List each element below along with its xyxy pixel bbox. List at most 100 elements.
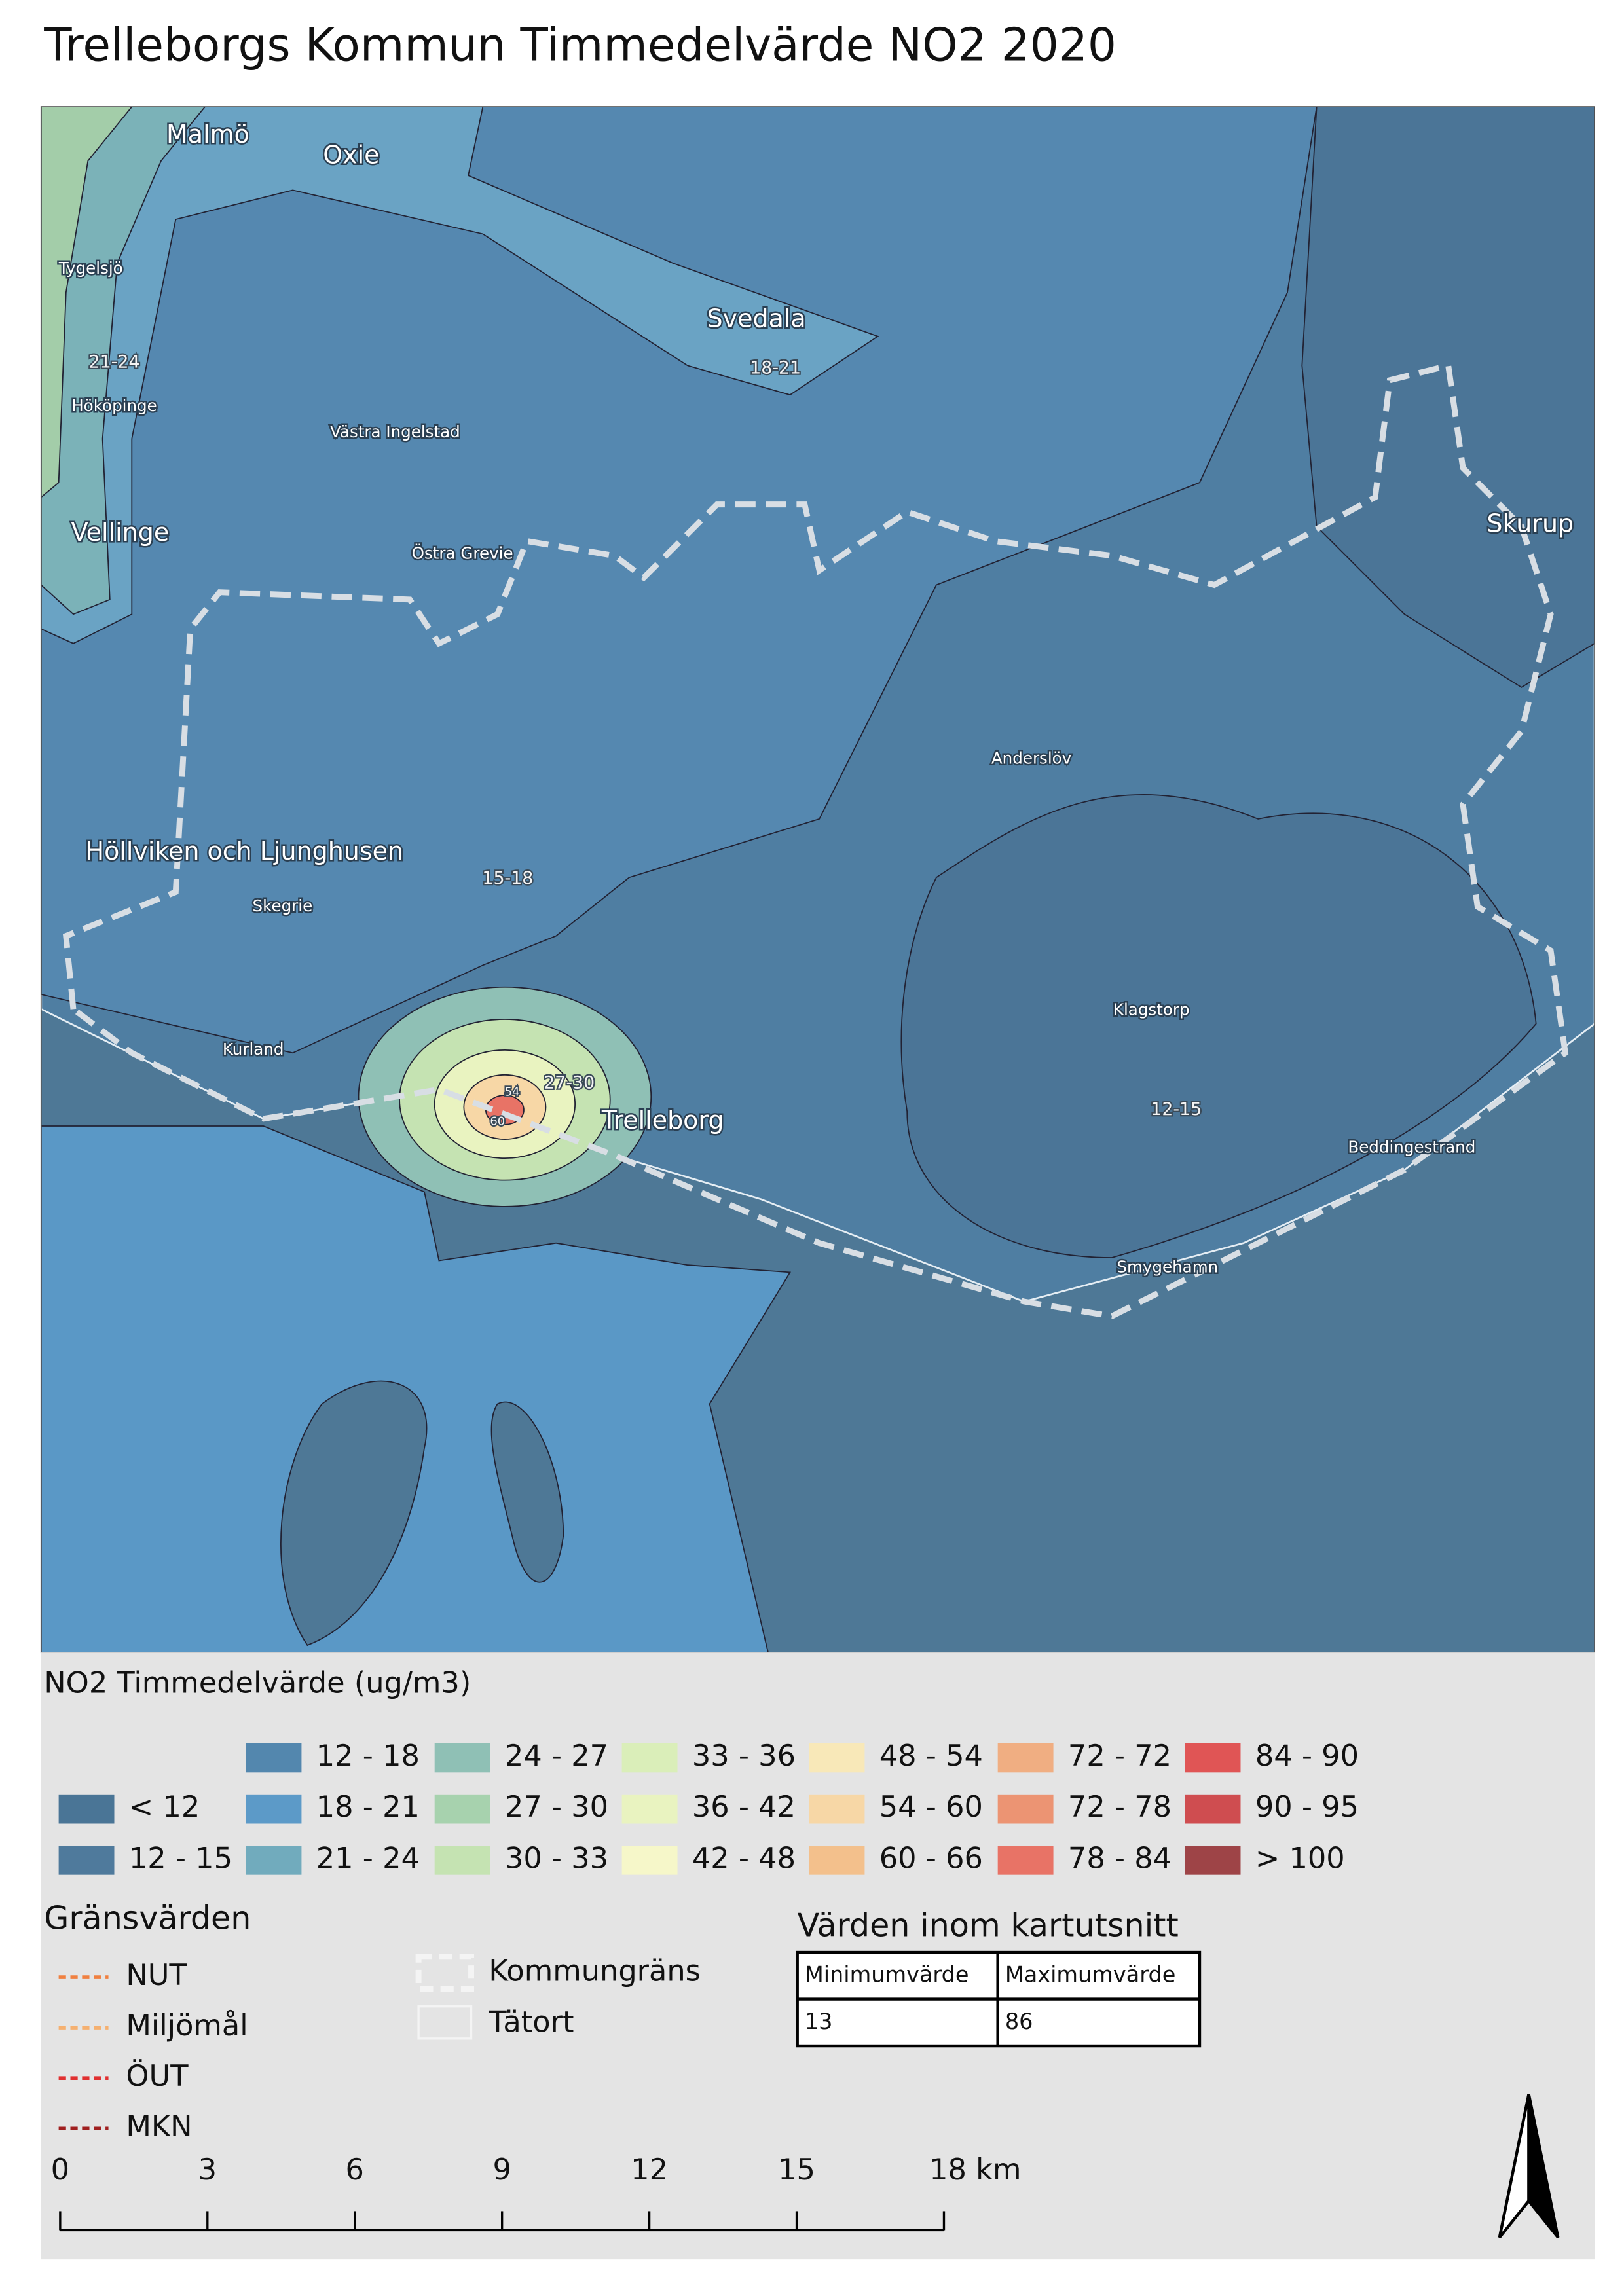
north-arrow bbox=[1527, 2094, 1560, 2239]
place-label: Trelleborg bbox=[601, 1106, 724, 1135]
legend-label: 72 - 72 bbox=[1068, 1739, 1172, 1773]
legend-swatch bbox=[621, 1846, 678, 1875]
legend-swatch bbox=[809, 1743, 865, 1773]
contour-label: 21-24 bbox=[89, 352, 140, 372]
legend-swatch bbox=[997, 1794, 1054, 1824]
legend-label: 27 - 30 bbox=[505, 1790, 608, 1824]
legend-swatch bbox=[434, 1743, 490, 1773]
boundary-swatch bbox=[417, 2005, 473, 2040]
legend-swatch bbox=[246, 1846, 302, 1875]
legend-swatch bbox=[809, 1846, 865, 1875]
legend-label: 54 - 60 bbox=[879, 1790, 983, 1824]
contour-label: 54 bbox=[505, 1085, 520, 1099]
sea-zone bbox=[280, 1380, 428, 1647]
boundary-swatch bbox=[415, 1954, 475, 1992]
contour-label: 18-21 bbox=[750, 357, 801, 378]
table-cell: 86 bbox=[1005, 2009, 1033, 2034]
legend-label: 42 - 48 bbox=[692, 1841, 796, 1875]
municipality-boundary bbox=[63, 361, 1569, 1320]
contour-label: 15-18 bbox=[482, 868, 533, 888]
limits-title: Gränsvärden bbox=[44, 1899, 251, 1937]
legend-label: 12 - 18 bbox=[316, 1739, 420, 1773]
place-label: Skurup bbox=[1486, 509, 1574, 538]
place-label: Beddingestrand bbox=[1348, 1138, 1475, 1157]
legend-swatch bbox=[621, 1794, 678, 1824]
legend-label: 78 - 84 bbox=[1068, 1841, 1172, 1875]
legend-label: 48 - 54 bbox=[879, 1739, 983, 1773]
place-label: Vellinge bbox=[71, 518, 170, 547]
place-label: Kurland bbox=[223, 1040, 284, 1059]
legend-label: 90 - 95 bbox=[1255, 1790, 1359, 1824]
legend-label: 60 - 66 bbox=[879, 1841, 983, 1875]
boundary-label: Kommungräns bbox=[489, 1954, 701, 1988]
place-label: Västra Ingelstad bbox=[330, 422, 460, 441]
legend-swatch bbox=[1185, 1846, 1241, 1875]
legend-label: 21 - 24 bbox=[316, 1841, 420, 1875]
legend-label: 12 - 15 bbox=[129, 1841, 232, 1875]
table-cell: 13 bbox=[805, 2009, 833, 2034]
table-header: Minimumvärde bbox=[805, 1961, 969, 1987]
scale-label: 15 bbox=[778, 2153, 815, 2187]
scale-label: 0 bbox=[51, 2153, 69, 2187]
zone-21-24 bbox=[41, 107, 206, 615]
zone-12-15 bbox=[900, 794, 1537, 1258]
table-title: Värden inom kartutsnitt bbox=[798, 1906, 1179, 1944]
title: Trelleborgs Kommun Timmedelvärde NO2 202… bbox=[43, 20, 1116, 72]
sea-zone bbox=[490, 1401, 564, 1583]
legend-label: 24 - 27 bbox=[505, 1739, 608, 1773]
place-label: Svedala bbox=[707, 304, 806, 333]
place-label: Oxie bbox=[323, 141, 379, 170]
place-label: Malmö bbox=[166, 120, 249, 149]
legend-label: > 100 bbox=[1255, 1841, 1345, 1875]
limit-label: MKN bbox=[126, 2109, 192, 2143]
legend-swatch bbox=[434, 1846, 490, 1875]
legend-label: 30 - 33 bbox=[505, 1841, 608, 1875]
place-label: Smygehamn bbox=[1116, 1258, 1218, 1277]
zone-24-30 bbox=[41, 107, 133, 498]
contour-label: 27-30 bbox=[544, 1073, 595, 1093]
zone-15-18 bbox=[41, 107, 1318, 1054]
legend-swatch bbox=[246, 1743, 302, 1773]
contour-label: 12-15 bbox=[1151, 1099, 1202, 1120]
limit-label: Miljömål bbox=[126, 2009, 248, 2043]
boundary-label: Tätort bbox=[488, 2005, 574, 2039]
scale-label: 9 bbox=[492, 2153, 511, 2187]
legend-label: 72 - 78 bbox=[1068, 1790, 1172, 1824]
legend-swatch bbox=[246, 1794, 302, 1824]
legend-title: NO2 Timmedelvärde (ug/m3) bbox=[44, 1666, 471, 1700]
legend-label: < 12 bbox=[129, 1790, 200, 1824]
legend-label: 18 - 21 bbox=[316, 1790, 420, 1824]
legend: NO2 Timmedelvärde (ug/m3) < 12 12 - 15 12 -… bbox=[44, 1666, 1359, 2232]
limit-label: NUT bbox=[126, 1958, 187, 1992]
legend-swatch bbox=[1185, 1743, 1241, 1773]
zone-12-15 bbox=[1301, 107, 1595, 688]
limit-label: ÖUT bbox=[126, 2059, 189, 2093]
legend-label: 33 - 36 bbox=[692, 1739, 796, 1773]
place-label: Östra Grevie bbox=[412, 544, 513, 563]
legend-swatch bbox=[621, 1743, 678, 1773]
place-label: Anderslöv bbox=[991, 748, 1071, 767]
place-label: Klagstorp bbox=[1113, 1000, 1190, 1019]
map bbox=[41, 107, 1595, 1653]
legend-swatch bbox=[997, 1743, 1054, 1773]
contour-label: 60 bbox=[490, 1114, 505, 1128]
legend-swatch bbox=[58, 1794, 115, 1824]
legend-swatch bbox=[58, 1846, 115, 1875]
legend-label: 36 - 42 bbox=[692, 1790, 796, 1824]
sea-zone bbox=[41, 1125, 792, 1653]
table-header: Maximumvärde bbox=[1005, 1961, 1175, 1987]
scale-label: 18 km bbox=[929, 2153, 1021, 2187]
scale-label: 12 bbox=[631, 2153, 668, 2187]
legend-swatch bbox=[1185, 1794, 1241, 1824]
place-label: Skegrie bbox=[253, 896, 313, 915]
place-label: Hököpinge bbox=[71, 396, 157, 415]
legend-swatch bbox=[434, 1794, 490, 1824]
legend-swatch bbox=[997, 1846, 1054, 1875]
place-label: Höllviken och Ljunghusen bbox=[86, 837, 404, 866]
scale-label: 3 bbox=[198, 2153, 217, 2187]
legend-swatch bbox=[809, 1794, 865, 1824]
scale-label: 6 bbox=[346, 2153, 364, 2187]
legend-label: 84 - 90 bbox=[1255, 1739, 1359, 1773]
place-label: Tygelsjö bbox=[58, 259, 123, 278]
